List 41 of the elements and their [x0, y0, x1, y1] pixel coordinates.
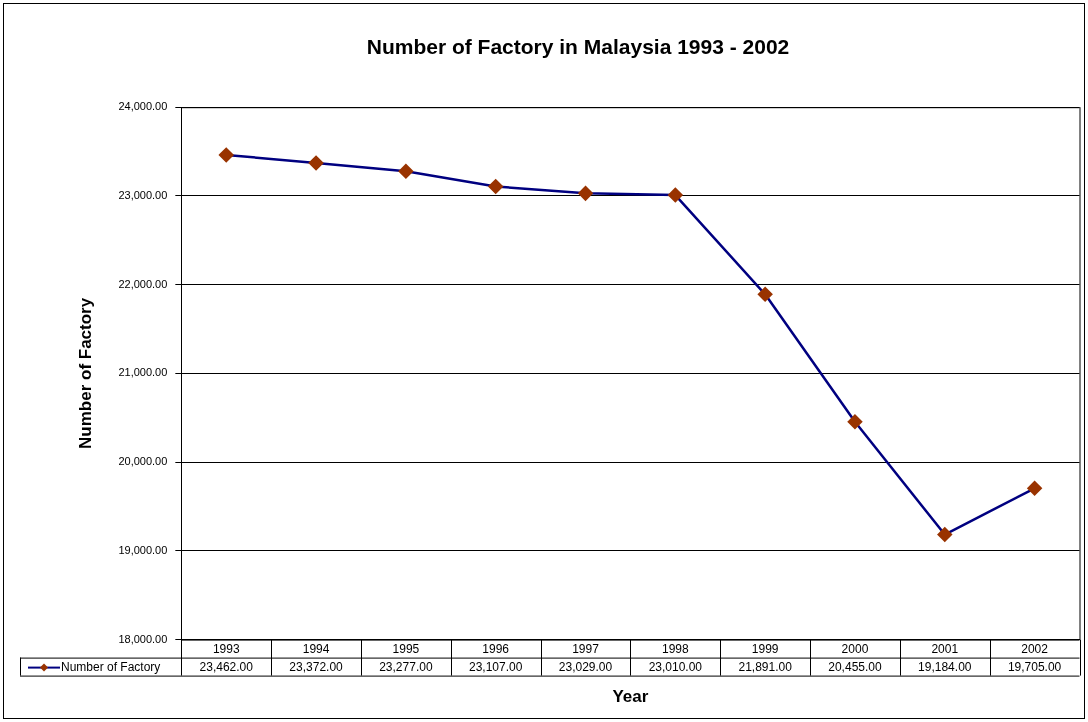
point: [937, 527, 953, 542]
x-tick-label: 1998: [661, 641, 689, 656]
y-tick-label: 24,000.00: [118, 100, 168, 113]
data-label: 23,107.00: [469, 659, 523, 674]
y-tick-label: 21,000.00: [118, 366, 168, 379]
x-tick-label: 1999: [751, 641, 779, 656]
data-label: 23,029.00: [558, 659, 613, 674]
x-tick-label: 1997: [572, 641, 600, 656]
x-tick-label: 1995: [392, 641, 420, 656]
point: [308, 155, 324, 171]
point: [757, 287, 773, 302]
chart-title: Number of Factory in Malaysia 1993 - 2002: [366, 35, 790, 59]
point: [668, 187, 683, 203]
legend-label: Number of Factory: [61, 659, 161, 674]
point: [488, 179, 503, 194]
data-label: 23,277.00: [379, 659, 433, 674]
data-label: 21,891.00: [738, 659, 793, 674]
y-tick-label: 18,000.00: [118, 632, 168, 645]
x-axis-title: Year: [612, 687, 649, 707]
point: [847, 414, 863, 430]
x-tick-label: 1993: [212, 641, 240, 656]
y-tick-label: 20,000.00: [118, 455, 168, 468]
point: [398, 164, 414, 179]
y-tick-label: 23,000.00: [118, 188, 168, 201]
data-label: 23,372.00: [289, 659, 344, 674]
data-label: 19,705.00: [1007, 659, 1062, 674]
y-axis-title: Number of Factory: [75, 297, 95, 449]
data-label: 23,462.00: [199, 659, 254, 674]
data-label: 20,455.00: [828, 659, 882, 674]
x-tick-label: 1994: [302, 641, 330, 656]
data-label: 23,010.00: [648, 659, 703, 674]
y-tick-label: 19,000.00: [118, 543, 168, 556]
data-label: 19,184.00: [918, 659, 972, 674]
point: [1027, 481, 1042, 496]
x-tick-label: 2000: [841, 641, 869, 656]
x-tick-label: 1996: [482, 641, 510, 656]
point: [578, 186, 593, 201]
y-tick-label: 22,000.00: [118, 277, 168, 290]
point: [218, 147, 234, 163]
x-tick-label: 2001: [931, 641, 959, 656]
x-tick-label: 2002: [1021, 641, 1049, 656]
